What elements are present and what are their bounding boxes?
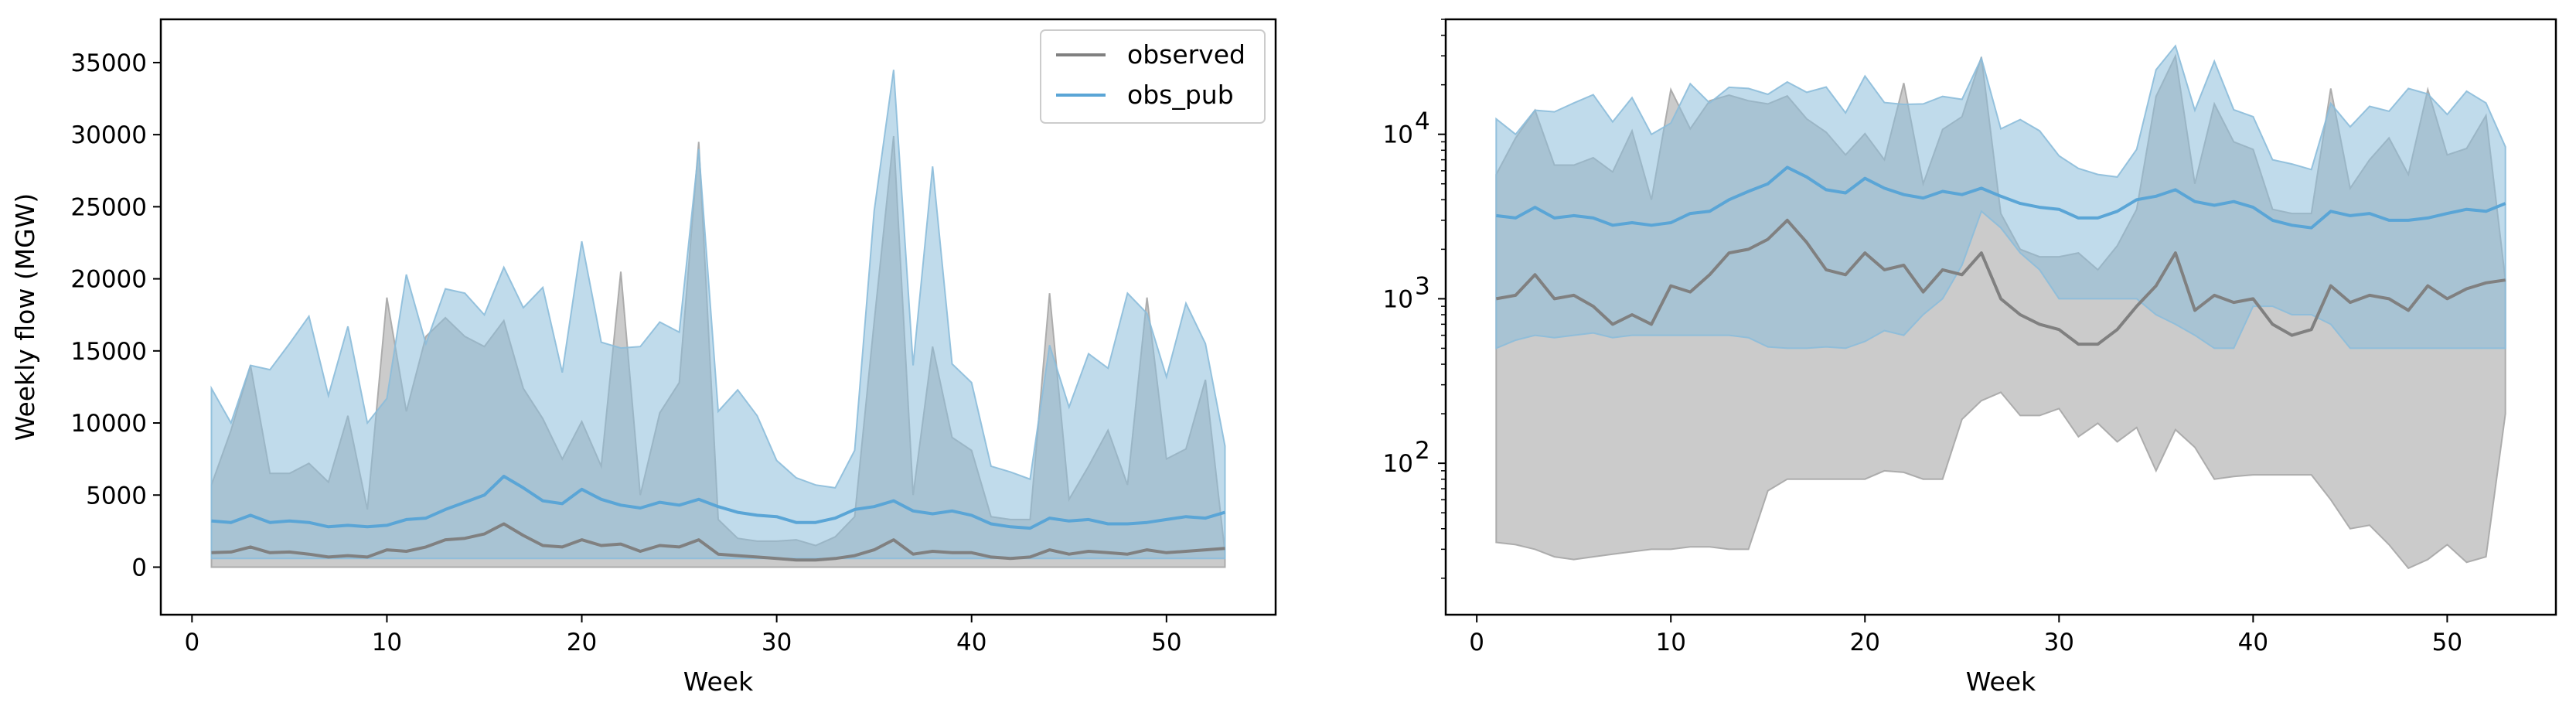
x-axis-label: Week [1966,667,2036,697]
x-tick-label: 50 [1151,629,1181,656]
x-tick-label: 30 [2044,629,2074,656]
x-tick-label: 10 [372,629,402,656]
x-tick-label: 0 [1469,629,1484,656]
legend-label-obs_pub: obs_pub [1127,80,1234,110]
y-tick-exponent: 3 [1415,272,1430,300]
y-tick-exponent: 4 [1415,108,1430,136]
line-observed [1495,218,2506,346]
y-tick-label: 20000 [70,266,147,294]
y-tick-label: 5000 [86,482,147,510]
legend-label-observed: observed [1127,39,1245,70]
band-obs_pub [210,70,1226,560]
x-tick-label: 50 [2432,629,2462,656]
left-chart-panel: 0 10 20 30 40 50 Week 0 5000 10000 15000 20000 25000… [10,18,1277,697]
y-tick-label: 35000 [70,49,147,77]
x-axis-label: Week [683,667,754,697]
legend: observed obs_pub [1040,29,1266,124]
x-tick-label: 40 [956,629,986,656]
x-tick-label: 30 [762,629,792,656]
y-tick-label: 10000 [70,410,147,438]
y-tick-label: 10 [1383,450,1413,478]
y-tick-exponent: 2 [1415,437,1430,465]
axes-frame-0 [159,18,1277,616]
x-tick-label: 20 [567,629,597,656]
y-tick-label: 30000 [70,121,147,149]
line-obs_pub [1496,165,2506,230]
x-tick-label: 20 [1850,629,1880,656]
line-observed [211,522,1225,562]
y-tick-label: 25000 [70,193,147,221]
y-tick-label: 0 [131,554,147,581]
axes-frame-1 [1444,18,2557,616]
plot-area-1 [1495,44,2506,570]
x-tick-label: 40 [2238,629,2268,656]
line-obs_pub [211,475,1226,530]
y-axis-label: Weekly flow (MGW) [10,193,40,441]
x-tick-label: 10 [1655,629,1685,656]
y-tick-label: 10 [1383,121,1413,149]
y-tick-label: 10 [1383,285,1413,313]
x-tick-label: 0 [184,629,199,656]
plot-area-0 [210,70,1226,568]
y-tick-label: 15000 [70,338,147,366]
